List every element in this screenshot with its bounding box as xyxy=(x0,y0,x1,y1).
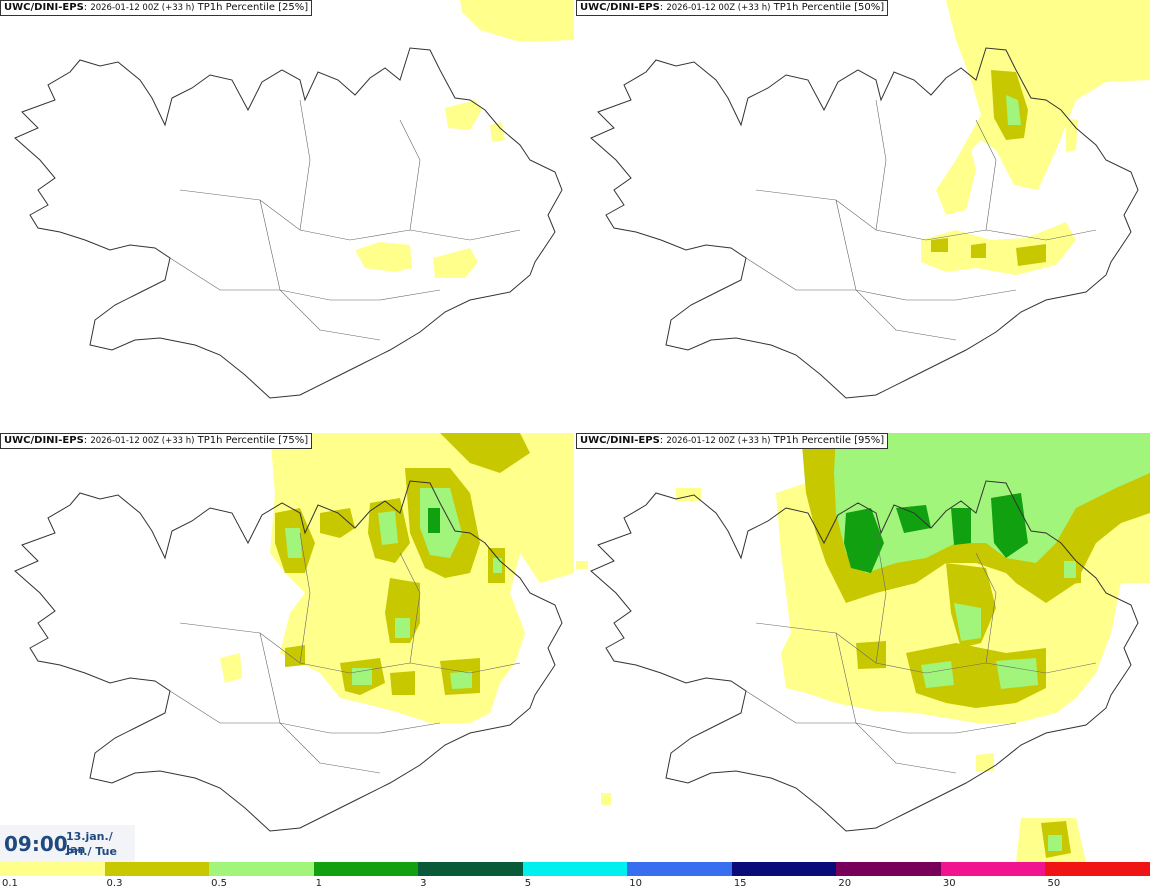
map-panel-95: UWC/DINI-EPS: 2026-01-12 00Z (+33 h) TP1… xyxy=(576,433,1150,865)
legend-swatch xyxy=(836,862,942,876)
valid-date-line2: Þri./ Tue xyxy=(66,845,117,858)
iceland-map xyxy=(576,433,1150,862)
legend-swatch xyxy=(627,862,733,876)
precip-fields xyxy=(220,433,574,723)
legend-tick-label: 20 xyxy=(838,878,852,889)
panel-label: UWC/DINI-EPS: 2026-01-12 00Z (+33 h) TP1… xyxy=(0,433,313,449)
panel-divider-horizontal xyxy=(0,431,1150,433)
legend-tick-label: 0.5 xyxy=(211,878,227,889)
legend-swatch xyxy=(731,862,837,876)
coastline xyxy=(590,47,1139,399)
legend-swatch xyxy=(0,862,105,876)
legend-tick-label: 3 xyxy=(420,878,427,889)
iceland-map xyxy=(14,0,574,399)
legend-swatch xyxy=(104,862,210,876)
regional-borders xyxy=(169,99,521,341)
legend-tick-label: 50 xyxy=(1047,878,1061,889)
map-panel-50: UWC/DINI-EPS: 2026-01-12 00Z (+33 h) TP1… xyxy=(576,0,1150,432)
legend-tick-label: 30 xyxy=(942,878,956,889)
legend-tick-label: 10 xyxy=(629,878,642,889)
valid-time-box: 09:00 13.jan./ Jan Þri./ Tue xyxy=(0,825,135,862)
regional-borders xyxy=(169,532,521,774)
map-panel-75: UWC/DINI-EPS: 2026-01-12 00Z (+33 h) TP1… xyxy=(0,433,574,865)
panel-label: UWC/DINI-EPS: 2026-01-12 00Z (+33 h) TP1… xyxy=(576,0,889,16)
legend-swatch xyxy=(313,862,419,876)
regional-borders xyxy=(745,532,1097,774)
precip-fields xyxy=(921,0,1150,275)
legend-tick-label: 1 xyxy=(315,878,322,889)
legend-swatch xyxy=(418,862,524,876)
legend-swatch xyxy=(1045,862,1150,876)
legend-swatch xyxy=(940,862,1046,876)
valid-date-line1: 13.jan./ Jan xyxy=(66,830,113,856)
iceland-map xyxy=(590,0,1150,399)
iceland-map xyxy=(14,433,574,832)
panel-label: UWC/DINI-EPS: 2026-01-12 00Z (+33 h) TP1… xyxy=(576,433,889,449)
regional-borders xyxy=(745,99,1097,341)
precip-fields xyxy=(576,433,1150,862)
panel-label: UWC/DINI-EPS: 2026-01-12 00Z (+33 h) TP1… xyxy=(0,0,313,16)
legend-tick-label: 0.3 xyxy=(106,878,123,889)
coastline xyxy=(590,480,1139,832)
valid-time: 09:00 xyxy=(4,832,68,856)
map-panel-25: UWC/DINI-EPS: 2026-01-12 00Z (+33 h) TP1… xyxy=(0,0,574,432)
precip-fields xyxy=(355,0,574,278)
coastline xyxy=(14,480,563,832)
legend-swatch xyxy=(209,862,315,876)
legend-swatch xyxy=(522,862,628,876)
coastline xyxy=(14,47,563,399)
legend-tick-label: 5 xyxy=(524,878,532,889)
color-scale-legend: 0.1 0.3 0.5 1 3 5 10 15 20 30 50 xyxy=(0,862,1150,891)
legend-tick-label: 15 xyxy=(733,878,747,889)
legend-tick-label: 0.1 xyxy=(2,878,18,889)
